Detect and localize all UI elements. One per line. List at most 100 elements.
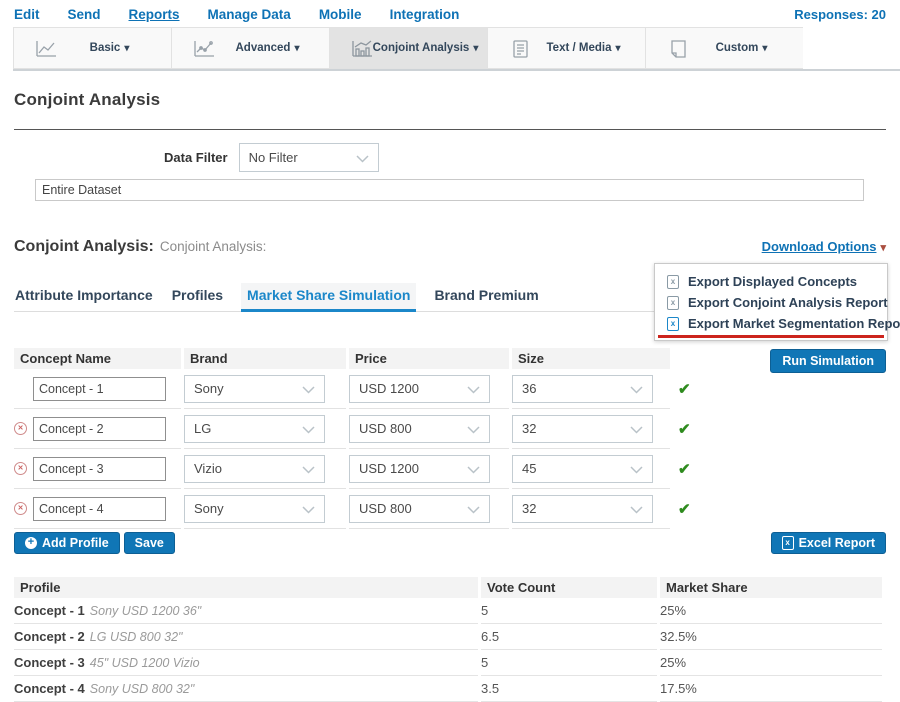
size-select[interactable]: 45	[512, 454, 653, 483]
valid-check-icon	[678, 500, 691, 518]
top-nav: Edit Send Reports Manage Data Mobile Int…	[0, 0, 900, 27]
concept-name-input[interactable]	[33, 456, 166, 481]
valid-check-icon	[678, 460, 691, 478]
price-value: USD 1200	[359, 381, 419, 396]
add-profile-label: Add Profile	[42, 536, 109, 550]
vote-count-value: 3.5	[481, 676, 657, 702]
toolbar-item-label: Advanced	[172, 42, 329, 54]
simulator-header-row: Concept Name Brand Price Size	[14, 348, 886, 369]
results-table: Profile Vote Count Market Share Concept …	[14, 577, 886, 702]
concept-name-input[interactable]	[33, 496, 166, 521]
concept-row: Sony USD 800 32	[14, 489, 886, 529]
chevron-down-icon	[356, 154, 369, 163]
size-value: 32	[522, 501, 537, 516]
brand-select[interactable]: Sony	[184, 494, 325, 523]
vote-count-value: 5	[481, 598, 657, 624]
size-select[interactable]: 36	[512, 374, 653, 403]
brand-select[interactable]: LG	[184, 414, 325, 443]
price-select[interactable]: USD 1200	[349, 454, 490, 483]
market-share-value: 25%	[660, 598, 882, 624]
brand-select[interactable]: Vizio	[184, 454, 325, 483]
excel-file-icon	[667, 316, 679, 331]
chevron-down-icon	[630, 505, 643, 514]
toolbar-item-advanced[interactable]: Advanced	[171, 27, 329, 69]
nav-reports[interactable]: Reports	[128, 7, 180, 22]
chevron-down-icon	[302, 385, 315, 394]
nav-edit[interactable]: Edit	[14, 7, 40, 22]
valid-check-icon	[678, 420, 691, 438]
brand-value: LG	[194, 421, 212, 436]
tab-brand-premium[interactable]: Brand Premium	[434, 287, 539, 303]
price-select[interactable]: USD 800	[349, 414, 490, 443]
nav-manage-data[interactable]: Manage Data	[207, 7, 291, 22]
column-header-concept-name: Concept Name	[14, 348, 181, 369]
run-simulation-button[interactable]: Run Simulation	[770, 349, 886, 373]
nav-mobile[interactable]: Mobile	[318, 7, 362, 22]
chevron-down-icon	[302, 505, 315, 514]
brand-select[interactable]: Sony	[184, 374, 325, 403]
market-share-value: 25%	[660, 650, 882, 676]
size-value: 32	[522, 421, 537, 436]
column-header-price: Price	[349, 348, 509, 369]
result-row: Concept - 1 Sony USD 1200 36" 5 25%	[14, 598, 886, 624]
results-header-row: Profile Vote Count Market Share	[14, 577, 886, 598]
chevron-down-icon	[630, 465, 643, 474]
delete-concept-icon[interactable]	[14, 422, 27, 435]
excel-report-button[interactable]: Excel Report	[770, 532, 886, 554]
profile-name: Concept - 4	[14, 681, 85, 696]
add-profile-button[interactable]: Add Profile	[14, 532, 120, 554]
download-options-link[interactable]: Download Options	[762, 239, 886, 254]
concept-row: Vizio USD 1200 45	[14, 449, 886, 489]
menu-item-export-conjoint-analysis-report[interactable]: Export Conjoint Analysis Report	[655, 292, 888, 313]
delete-concept-icon[interactable]	[14, 462, 27, 475]
chevron-down-icon	[302, 425, 315, 434]
excel-file-icon	[667, 274, 679, 289]
toolbar-item-basic[interactable]: Basic	[13, 27, 171, 69]
toolbar-item-label: Basic	[14, 42, 171, 54]
price-select[interactable]: USD 1200	[349, 374, 490, 403]
price-value: USD 1200	[359, 461, 419, 476]
menu-item-label: Export Market Segmentation Report	[688, 316, 900, 331]
excel-file-icon	[667, 295, 679, 310]
menu-item-label: Export Conjoint Analysis Report	[688, 295, 888, 310]
nav-send[interactable]: Send	[67, 7, 101, 22]
save-button[interactable]: Save	[123, 532, 175, 554]
size-select[interactable]: 32	[512, 494, 653, 523]
responses-count: Responses: 20	[794, 7, 886, 22]
nav-integration[interactable]: Integration	[389, 7, 460, 22]
note-page-icon	[666, 39, 690, 59]
toolbar-item-conjoint-analysis[interactable]: Conjoint Analysis	[329, 27, 487, 69]
menu-item-label: Export Displayed Concepts	[688, 274, 858, 289]
chevron-down-icon	[467, 425, 480, 434]
dataset-input[interactable]	[35, 179, 864, 201]
line-chart-icon	[34, 39, 58, 59]
concept-name-input[interactable]	[33, 376, 166, 401]
price-value: USD 800	[359, 501, 412, 516]
menu-item-export-market-segmentation-report[interactable]: Export Market Segmentation Report	[655, 313, 900, 338]
profile-detail: Sony USD 800 32"	[89, 681, 195, 696]
concept-name-input[interactable]	[33, 416, 166, 441]
result-row: Concept - 3 45" USD 1200 Vizio 5 25%	[14, 650, 886, 676]
vote-count-value: 5	[481, 650, 657, 676]
tab-attribute-importance[interactable]: Attribute Importance	[15, 287, 153, 303]
chevron-down-icon	[467, 465, 480, 474]
result-row: Concept - 2 LG USD 800 32" 6.5 32.5%	[14, 624, 886, 650]
column-header-vote-count: Vote Count	[481, 577, 657, 598]
price-select[interactable]: USD 800	[349, 494, 490, 523]
profile-name: Concept - 2	[14, 629, 85, 644]
toolbar-item-text-media[interactable]: Text / Media	[487, 27, 645, 69]
excel-file-icon	[781, 536, 794, 550]
vote-count-value: 6.5	[481, 624, 657, 650]
data-filter-select[interactable]: No Filter	[238, 143, 379, 172]
toolbar-item-label: Text / Media	[488, 42, 645, 54]
download-options-label: Download Options	[761, 239, 877, 254]
column-header-size: Size	[512, 348, 670, 369]
menu-item-export-displayed-concepts[interactable]: Export Displayed Concepts	[655, 271, 887, 292]
brand-value: Vizio	[194, 461, 222, 476]
tab-profiles[interactable]: Profiles	[171, 287, 224, 303]
delete-concept-icon[interactable]	[14, 502, 27, 515]
tab-market-share-simulation[interactable]: Market Share Simulation	[241, 283, 417, 312]
brand-value: Sony	[194, 381, 224, 396]
toolbar-item-custom[interactable]: Custom	[645, 27, 803, 69]
size-select[interactable]: 32	[512, 414, 653, 443]
